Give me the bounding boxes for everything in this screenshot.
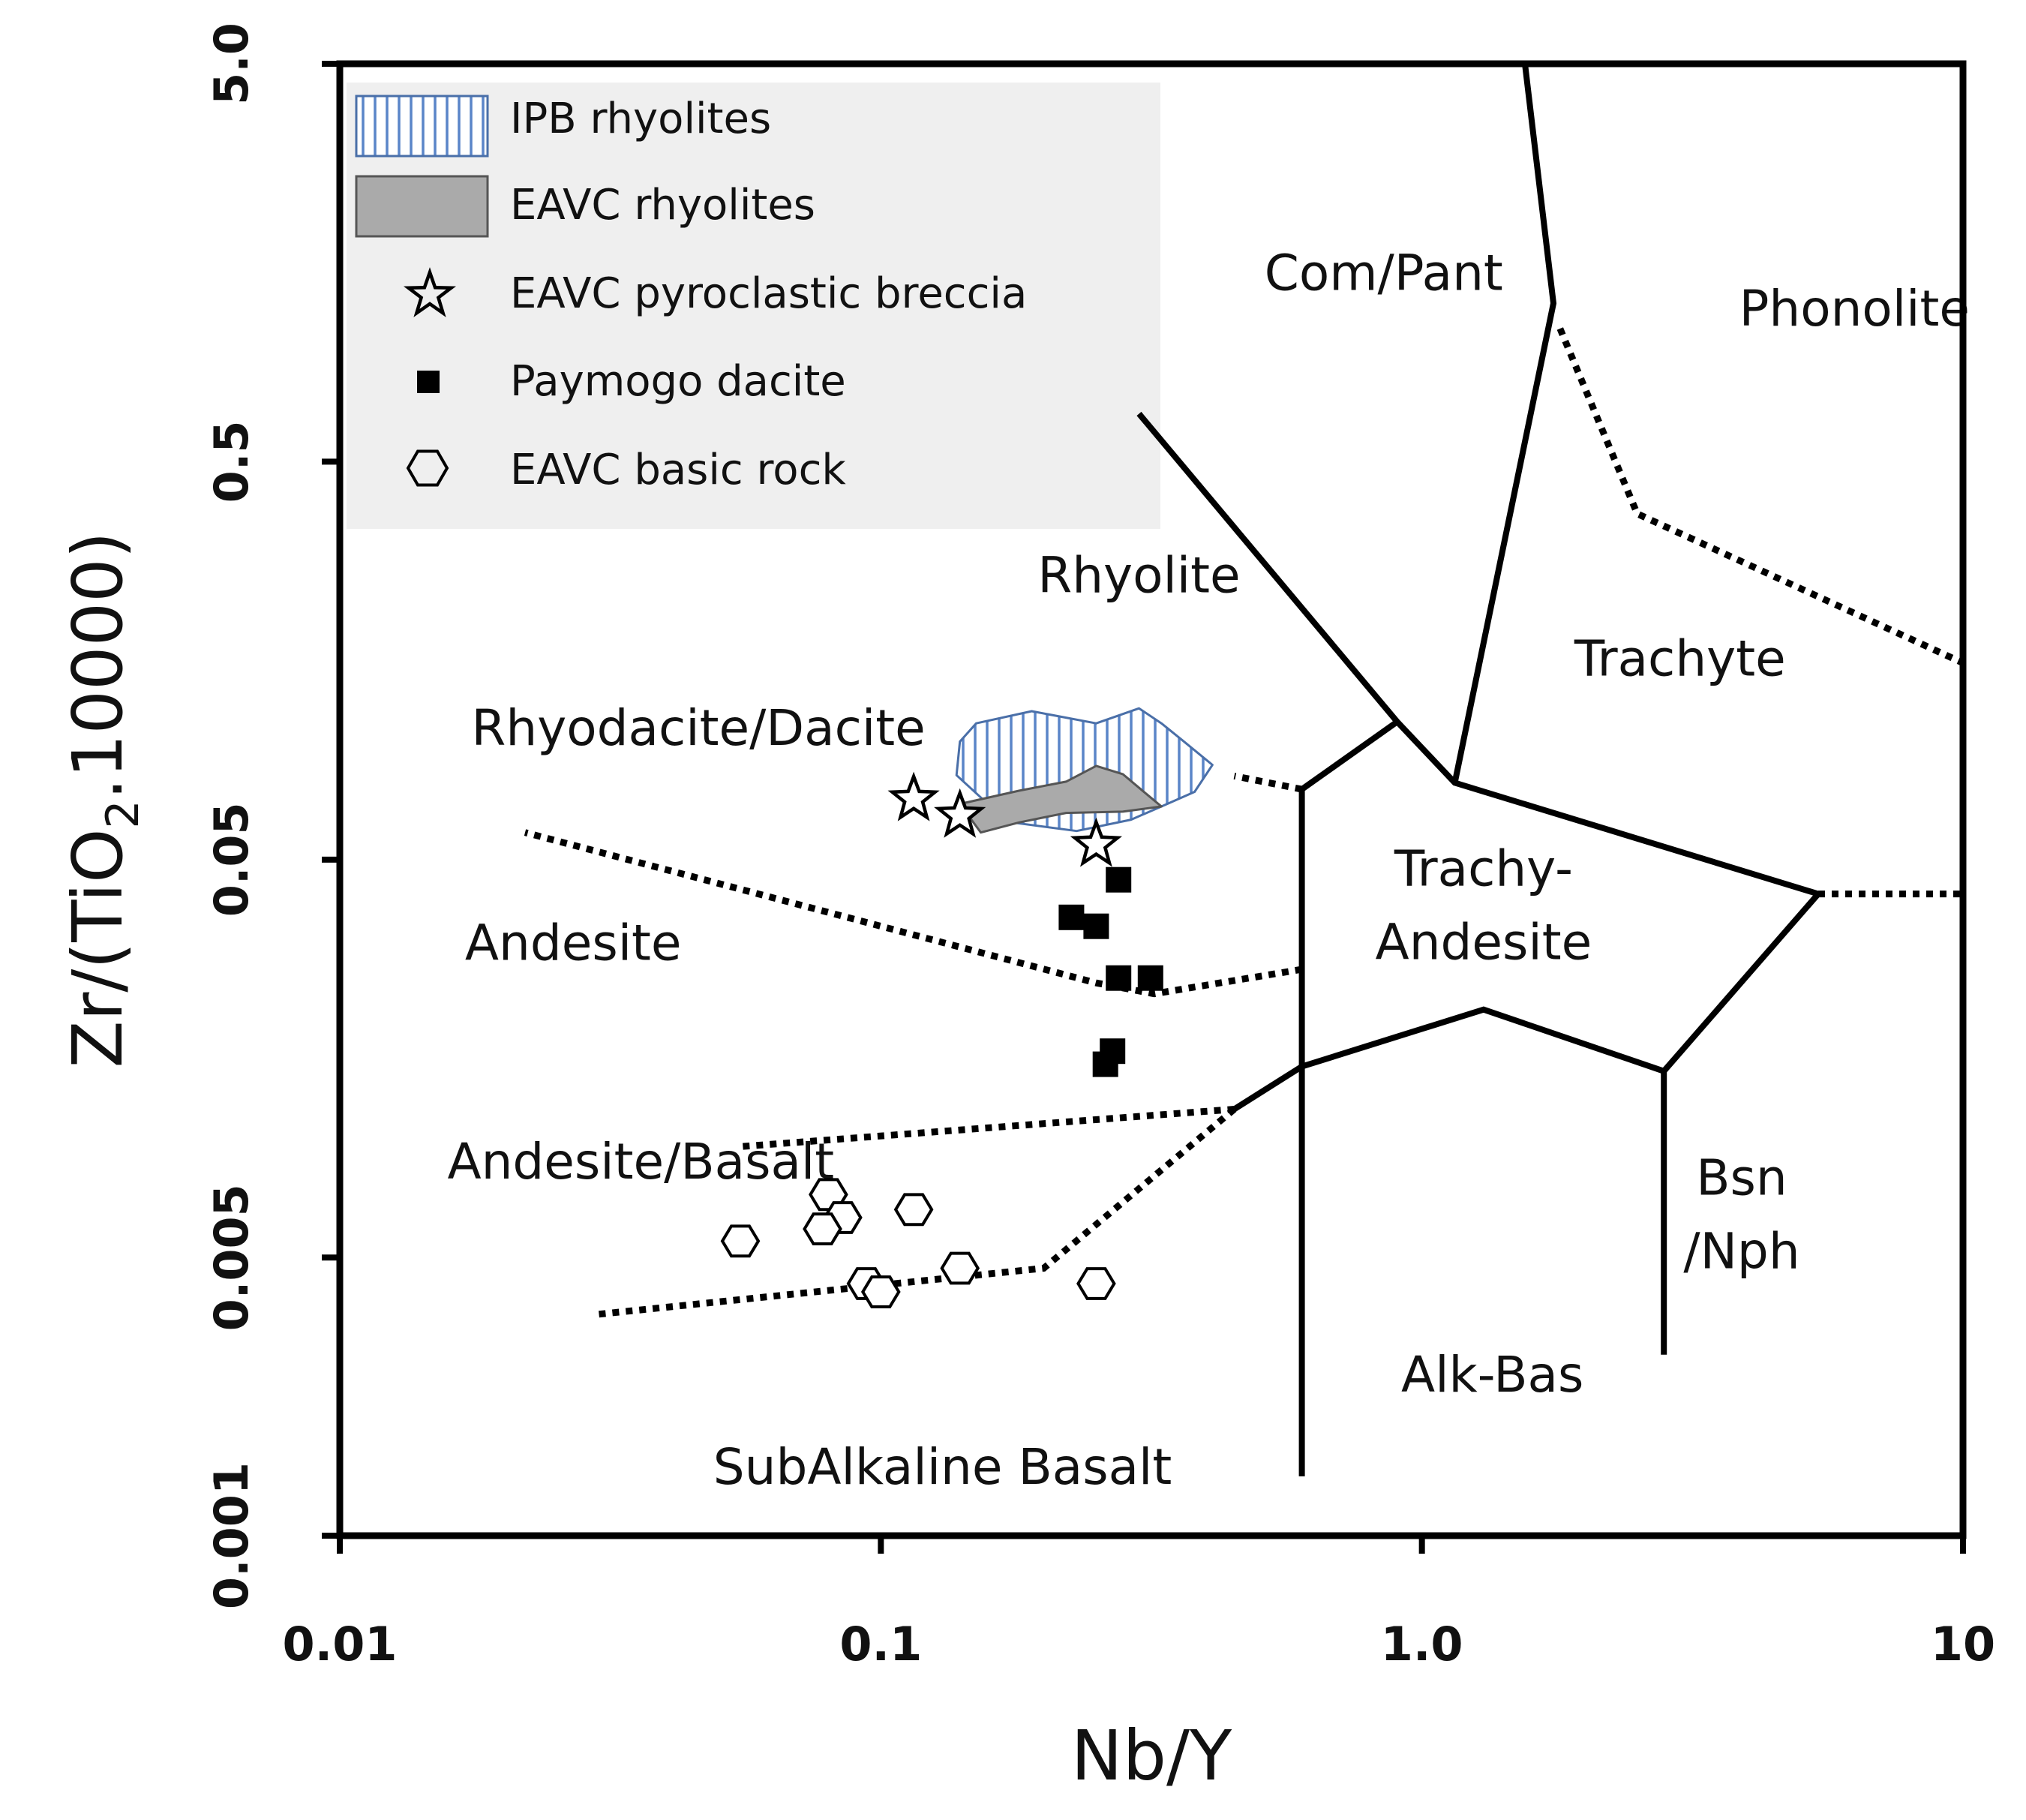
legend-label-eavc-basic-rock: EAVC basic rock bbox=[510, 446, 846, 494]
x-tick-label-1: 0.1 bbox=[839, 1617, 922, 1671]
square-point-3 bbox=[1106, 965, 1132, 991]
hexagon-point-8 bbox=[1076, 1267, 1116, 1300]
axis-ticks: 0.01 0.1 1.0 10 0.001 0.005 0.05 0.5 5.0 bbox=[204, 23, 1995, 1671]
legend-label-ipb-rhyolites: IPB rhyolites bbox=[510, 95, 771, 143]
y-tick-label-1: 0.005 bbox=[204, 1184, 259, 1331]
legend: IPB rhyolites EAVC rhyolites EAVC pyrocl… bbox=[347, 83, 1160, 529]
field-label-rhyodacite-dacite: Rhyodacite/Dacite bbox=[472, 699, 926, 757]
legend-swatch-eavc-rhyolites bbox=[355, 175, 489, 238]
field-label-trachy-andesite: Trachy-Andesite bbox=[1376, 840, 1592, 972]
field-label-trachyte: Trachyte bbox=[1574, 630, 1786, 688]
field-label-andesite-basalt: Andesite/Basalt bbox=[447, 1133, 834, 1191]
solid-boundary-2 bbox=[1451, 63, 1557, 784]
square-point-2 bbox=[1083, 913, 1109, 939]
x-tick-label-3: 10 bbox=[1931, 1617, 1995, 1671]
legend-swatch-hexagon-icon bbox=[406, 449, 449, 487]
legend-label-eavc-rhyolites: EAVC rhyolites bbox=[510, 181, 815, 230]
area-eavc-rhyolites bbox=[959, 764, 1163, 834]
x-axis-title: Nb/Y bbox=[1071, 1716, 1232, 1796]
star-point-1 bbox=[934, 788, 986, 838]
legend-swatch-ipb-rhyolites bbox=[355, 95, 489, 158]
data-points bbox=[720, 771, 1163, 1308]
square-point-1 bbox=[1058, 904, 1085, 930]
field-label-bsn-nph: Bsn/Nph bbox=[1683, 1149, 1799, 1280]
y-tick-label-3: 0.5 bbox=[204, 420, 259, 503]
hexagon-point-6 bbox=[860, 1275, 901, 1308]
rhyolite-areas bbox=[955, 707, 1214, 834]
legend-swatch-square-icon bbox=[417, 371, 440, 393]
dotted-boundary-6 bbox=[740, 1106, 1235, 1150]
y-tick-label-4: 5.0 bbox=[204, 23, 259, 105]
field-label-alk-bas: Alk-Bas bbox=[1401, 1346, 1583, 1404]
square-point-4 bbox=[1137, 965, 1163, 991]
field-label-rhyolite: Rhyolite bbox=[1037, 546, 1240, 604]
y-tick-label-2: 0.05 bbox=[204, 802, 259, 917]
field-labels: Com/Pant Phonolite Rhyolite Trachyte Rhyodac… bbox=[447, 245, 1970, 1496]
solid-boundary-0 bbox=[1136, 411, 1824, 1112]
dotted-boundary-7 bbox=[597, 1107, 1237, 1318]
legend-label-paymogo-dacite: Paymogo dacite bbox=[510, 357, 846, 406]
legend-label-pyroclastic-breccia: EAVC pyroclastic breccia bbox=[510, 269, 1027, 318]
square-point-6 bbox=[1092, 1051, 1118, 1077]
dotted-boundary-4 bbox=[1233, 772, 1303, 793]
field-label-com-pant: Com/Pant bbox=[1265, 245, 1503, 302]
star-point-2 bbox=[1070, 817, 1122, 867]
star-point-0 bbox=[887, 771, 940, 821]
hexagon-point-7 bbox=[940, 1251, 980, 1285]
y-tick-label-0: 0.001 bbox=[204, 1462, 259, 1609]
plot-frame bbox=[336, 60, 1967, 1539]
hexagon-point-4 bbox=[720, 1224, 761, 1258]
square-point-0 bbox=[1106, 866, 1132, 893]
legend-swatch-star-icon bbox=[403, 267, 457, 317]
x-tick-label-2: 1.0 bbox=[1381, 1617, 1463, 1671]
y-axis-title: Zr/(TiO2.10000) bbox=[58, 531, 149, 1068]
hexagon-point-3 bbox=[893, 1193, 934, 1227]
hexagon-point-2 bbox=[803, 1212, 842, 1245]
field-label-phonolite: Phonolite bbox=[1739, 280, 1970, 338]
field-label-subalkaline-basalt: SubAlkaline Basalt bbox=[713, 1438, 1172, 1496]
x-tick-label-0: 0.01 bbox=[283, 1617, 398, 1671]
field-label-andesite: Andesite bbox=[465, 914, 682, 972]
